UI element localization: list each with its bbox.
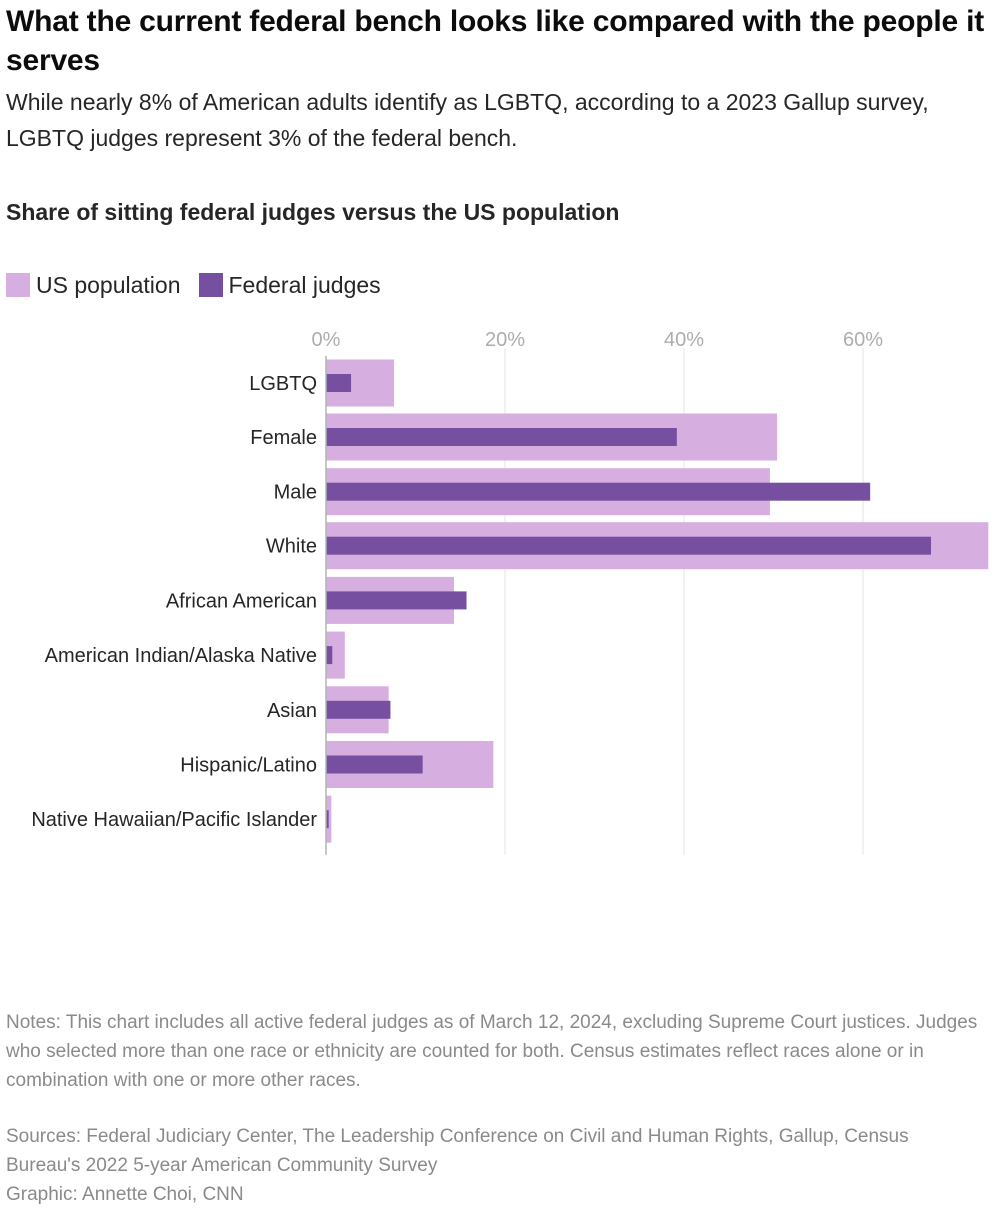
legend-label-federal-judges: Federal judges xyxy=(228,271,381,298)
legend-item-federal-judges: Federal judges xyxy=(198,271,381,299)
category-label-white: White xyxy=(266,536,317,558)
bar-federal-judges-native-hawaiian-pacific-islander xyxy=(326,810,329,829)
credit-line: Graphic: Annette Choi, CNN xyxy=(6,1184,244,1205)
bar-chart: 0% 20% 40% 60% LGBTQ Female Male White African A… xyxy=(31,329,989,855)
x-tick-label-40: 40% xyxy=(664,329,704,351)
legend-label-us-population: US population xyxy=(36,271,181,298)
x-tick-label-20: 20% xyxy=(485,329,525,351)
category-label-american-indian-alaska-native: American Indian/Alaska Native xyxy=(45,645,317,667)
legend-swatch-federal-judges xyxy=(198,273,223,297)
sources-line: Sources: Federal Judiciary Center, The L… xyxy=(6,1126,909,1176)
bar-us-population-american-indian-alaska-native xyxy=(326,631,345,679)
category-label-african-american: African American xyxy=(166,590,317,612)
bar-federal-judges-asian xyxy=(326,700,391,719)
category-label-male: Male xyxy=(274,482,317,504)
legend: US population Federal judges xyxy=(6,268,399,302)
bar-federal-judges-african-american xyxy=(326,591,467,610)
legend-swatch-us-population xyxy=(6,273,30,297)
dek: While nearly 8% of American adults ident… xyxy=(6,89,929,151)
x-tick-label-0: 0% xyxy=(312,329,341,351)
sources: Sources: Federal Judiciary Center, The L… xyxy=(6,1122,986,1209)
legend-item-us-population: US population xyxy=(6,272,181,299)
x-tick-label-60: 60% xyxy=(843,329,883,351)
category-label-native-hawaiian-pacific-islander: Native Hawaiian/Pacific Islander xyxy=(31,809,317,831)
chart-title: Share of sitting federal judges versus t… xyxy=(6,199,620,225)
bar-federal-judges-lgbtq xyxy=(326,374,352,392)
bar-federal-judges-american-indian-alaska-native xyxy=(326,646,333,665)
headline: What the current federal bench looks lik… xyxy=(6,5,985,77)
bar-federal-judges-hispanic-latino xyxy=(326,755,423,774)
category-label-female: Female xyxy=(250,427,317,449)
bar-federal-judges-female xyxy=(326,428,677,446)
category-label-lgbtq: LGBTQ xyxy=(249,373,317,395)
category-label-asian: Asian xyxy=(267,700,317,722)
bar-federal-judges-male xyxy=(326,482,871,501)
notes: Notes: This chart includes all active fe… xyxy=(6,1012,978,1091)
bar-federal-judges-white xyxy=(326,536,932,555)
category-label-hispanic-latino: Hispanic/Latino xyxy=(180,755,317,777)
